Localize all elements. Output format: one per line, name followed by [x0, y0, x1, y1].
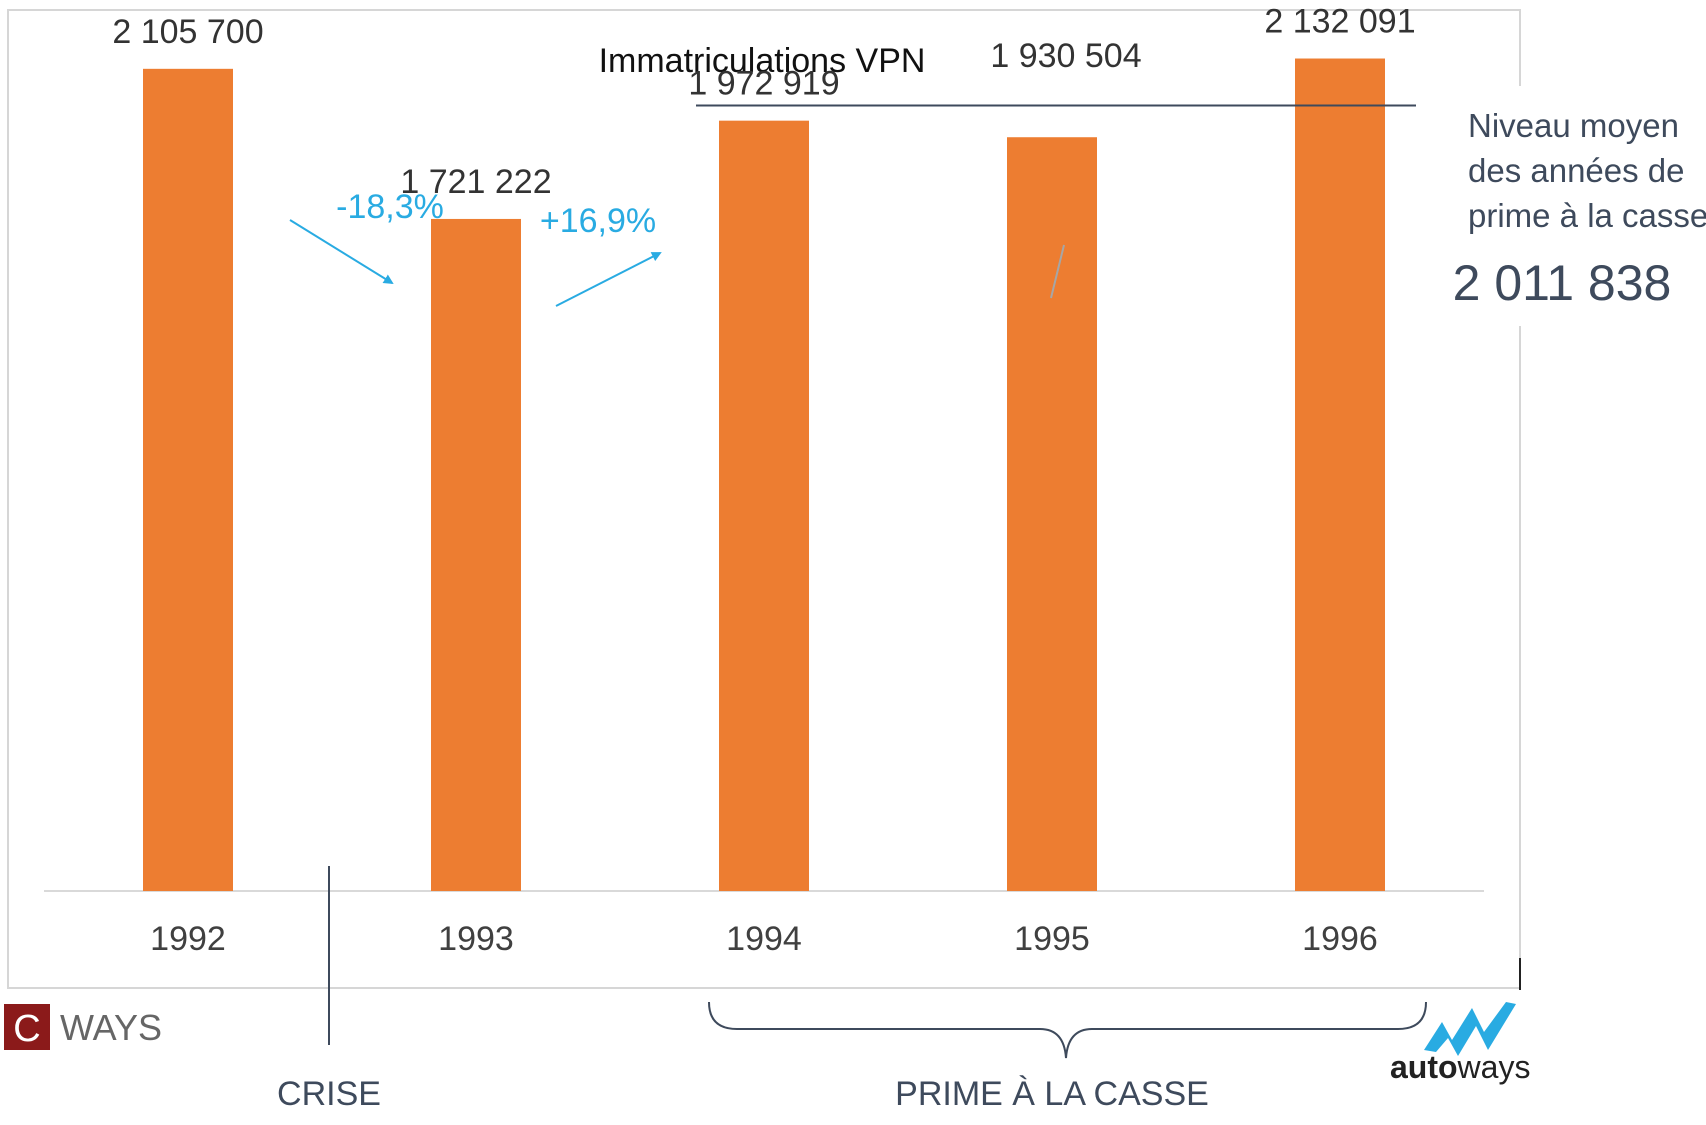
- average-label-backdrop: [1450, 86, 1706, 326]
- value-label-1995: 1 930 504: [990, 37, 1141, 75]
- bar-1992: [143, 68, 233, 891]
- cways-logo-mark: [4, 1004, 50, 1050]
- cways-logo-text: WAYS: [60, 1007, 162, 1048]
- average-caption-line-1: Niveau moyen: [1468, 107, 1679, 144]
- value-label-1993: 1 721 222: [400, 163, 551, 201]
- value-label-1994: 1 972 919: [688, 65, 839, 103]
- crisis-label: CRISE: [277, 1075, 381, 1113]
- x-tick-label-1994: 1994: [726, 920, 802, 958]
- x-tick-label-1992: 1992: [150, 920, 226, 958]
- cways-logo: C WAYS: [4, 1004, 162, 1050]
- bar-1993: [431, 218, 521, 891]
- value-label-1992: 2 105 700: [112, 13, 263, 51]
- average-value-label: 2 011 838: [1453, 255, 1672, 311]
- change-label-1993-1994: +16,9%: [540, 202, 656, 240]
- x-tick-label-1993: 1993: [438, 920, 514, 958]
- autoways-logo-mark: [1424, 1002, 1516, 1056]
- label-leader-1995: [1050, 244, 1065, 299]
- average-caption-line-3: prime à la casse: [1468, 197, 1706, 234]
- autoways-logo-text: autoways: [1390, 1049, 1530, 1085]
- autoways-logo: autoways: [1390, 1002, 1530, 1085]
- scrappage-label: PRIME À LA CASSE: [895, 1075, 1209, 1113]
- change-arrow-1993-1994: [555, 252, 662, 307]
- bar-1994: [719, 120, 809, 892]
- x-tick-label-1996: 1996: [1302, 920, 1378, 958]
- chart-title: Immatriculations VPN: [599, 42, 926, 80]
- x-tick-label-1995: 1995: [1014, 920, 1090, 958]
- bar-1996: [1295, 58, 1385, 891]
- scrappage-brace: [708, 1001, 1427, 1059]
- chart-frame: [7, 9, 1521, 989]
- average-caption-line-2: des années de: [1468, 152, 1685, 189]
- value-label-1996: 2 132 091: [1264, 3, 1415, 41]
- labels-layer: 1992 2 105 700 1993 1 721 222 1994 1 972 919 1…: [112, 3, 1415, 958]
- change-label-1992-1993: -18,3%: [336, 188, 444, 226]
- cways-logo-letter: C: [13, 1008, 40, 1050]
- bars-layer: [143, 58, 1385, 892]
- change-arrow-1992-1993: [289, 219, 394, 285]
- bar-1995: [1007, 137, 1097, 891]
